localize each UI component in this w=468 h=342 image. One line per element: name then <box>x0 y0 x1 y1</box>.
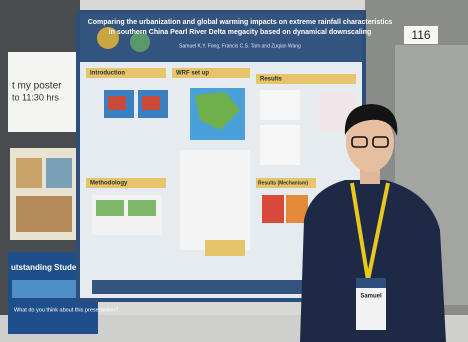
section-header <box>256 178 316 188</box>
section-title: Results <box>260 77 282 83</box>
section-header <box>256 74 356 84</box>
badge-header <box>356 278 386 288</box>
sign-text: t my poster <box>12 81 62 92</box>
person-hair <box>344 104 398 136</box>
poster-figure <box>16 196 72 232</box>
poster-map <box>262 195 284 223</box>
section-title: WRF set up <box>176 71 209 77</box>
left-sign <box>8 52 76 132</box>
poster-authors: Samuel K.Y. Fong, Francis C.S. Tam and Z… <box>179 43 301 49</box>
award-question: What do you think about this presentatio… <box>14 307 118 313</box>
poster-map <box>142 96 160 110</box>
poster-title: in southern China Pearl River Delta mega… <box>109 29 372 36</box>
poster-figure <box>16 158 42 188</box>
board-number: 116 <box>411 28 430 42</box>
award-title: utstanding Student Paper Awards <box>11 263 140 272</box>
section-title: Results (Mechanism) <box>258 180 308 186</box>
section-header <box>86 178 166 188</box>
section-header <box>86 68 166 78</box>
poster-footer <box>92 280 352 294</box>
board-number-plate <box>404 26 438 44</box>
poster-chart <box>260 90 300 120</box>
poster-figure <box>46 158 72 188</box>
logo <box>130 32 150 52</box>
section-title: Introduction <box>90 71 125 77</box>
badge-name: Samuel <box>360 294 382 300</box>
glasses <box>351 136 368 148</box>
logo <box>97 27 119 49</box>
poster-title: Comparing the urbanization and global wa… <box>88 19 393 26</box>
poster-table <box>180 150 250 250</box>
award-image <box>12 280 94 298</box>
poster-map <box>195 92 240 130</box>
sign-text: to 11:30 hrs <box>12 92 59 102</box>
poster-diagram <box>128 200 156 216</box>
poster-chart <box>260 125 300 165</box>
poster-map <box>108 96 126 110</box>
section-header <box>172 68 250 78</box>
poster-box <box>205 240 245 256</box>
poster-diagram <box>96 200 124 216</box>
poster-header <box>80 14 362 62</box>
poster-map <box>286 195 308 223</box>
person-face <box>346 112 394 172</box>
section-title: Methodology <box>90 181 128 187</box>
glasses <box>372 136 389 148</box>
